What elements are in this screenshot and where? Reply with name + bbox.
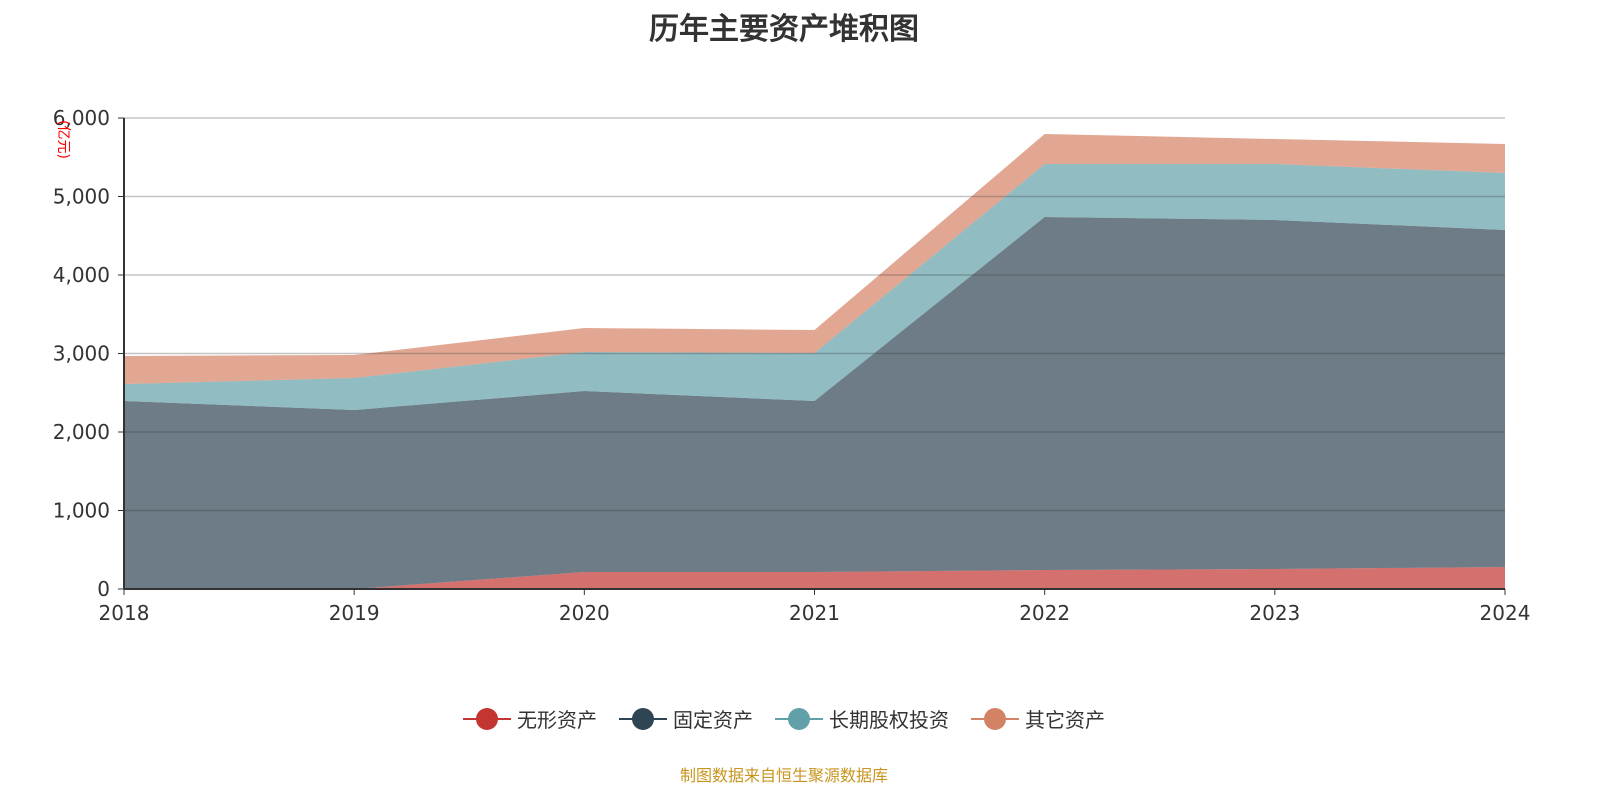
y-tick-label: 2,000: [53, 420, 110, 444]
legend-item[interactable]: 固定资产: [619, 704, 753, 733]
source-note: 制图数据来自恒生聚源数据库: [679, 766, 888, 785]
legend-marker-icon: [619, 707, 667, 731]
legend-label: 固定资产: [673, 708, 753, 732]
legend-marker-icon: [463, 707, 511, 731]
x-tick-label: 2024: [1480, 601, 1531, 625]
y-tick-label: 5,000: [53, 185, 110, 209]
legend-label: 无形资产: [517, 708, 597, 732]
y-axis-unit: (亿元): [55, 120, 71, 159]
area-series-0: [124, 567, 1505, 589]
legend-label: 长期股权投资: [829, 708, 949, 732]
y-tick-label: 0: [97, 577, 110, 601]
y-tick-label: 1,000: [53, 499, 110, 523]
x-tick-label: 2020: [559, 601, 610, 625]
x-tick-label: 2023: [1249, 601, 1300, 625]
legend-item[interactable]: 其它资产: [971, 704, 1105, 733]
legend: 无形资产 固定资产 长期股权投资 其它资产: [0, 704, 1568, 733]
legend-marker-icon: [775, 707, 823, 731]
legend-marker-icon: [971, 707, 1019, 731]
legend-label: 其它资产: [1025, 708, 1105, 732]
area-series-1: [124, 216, 1505, 589]
legend-item[interactable]: 无形资产: [463, 704, 597, 733]
area-series-2: [124, 164, 1505, 411]
x-tick-label: 2021: [789, 601, 840, 625]
y-tick-label: 6,000: [53, 106, 110, 130]
y-tick-label: 3,000: [53, 342, 110, 366]
area-series-3: [124, 134, 1505, 385]
x-tick-label: 2018: [99, 601, 150, 625]
y-tick-label: 4,000: [53, 263, 110, 287]
x-tick-label: 2022: [1019, 601, 1070, 625]
legend-item[interactable]: 长期股权投资: [775, 704, 949, 733]
x-tick-label: 2019: [329, 601, 380, 625]
chart-title: 历年主要资产堆积图: [649, 12, 919, 47]
